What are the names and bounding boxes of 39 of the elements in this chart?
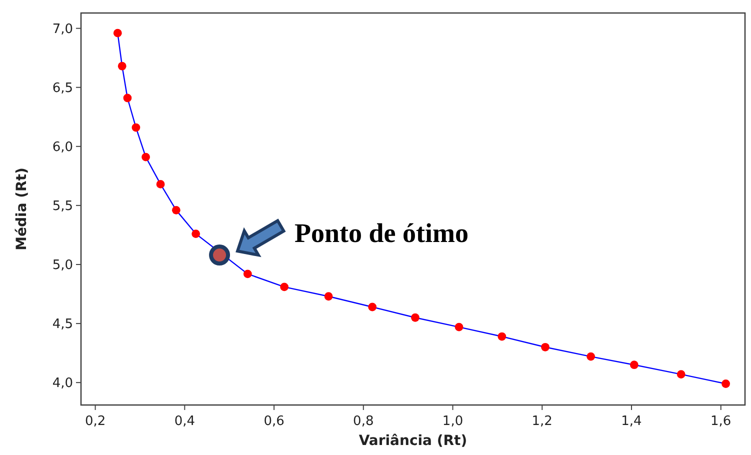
annotation: Ponto de ótimo (294, 218, 469, 248)
point (123, 94, 132, 102)
point (586, 352, 596, 361)
x-tick-label: 0,8 (353, 414, 374, 429)
point (498, 332, 506, 341)
point (156, 180, 165, 188)
y-tick-label: 5,0 (52, 258, 73, 274)
point (324, 292, 333, 301)
y-tick-label: 4,5 (52, 317, 73, 332)
x-tick-label: 0,6 (264, 414, 284, 429)
x-tick-label: 0,4 (174, 414, 196, 429)
x-axis-title: Variância (Rt) (358, 433, 468, 449)
y-tick-label: 4,0 (52, 376, 73, 392)
point (132, 123, 140, 132)
y-tick-label: 5,5 (52, 199, 73, 214)
point (113, 28, 122, 38)
x-tick-label: 1,0 (442, 414, 464, 429)
y-axis-title: Média (Rt) (14, 168, 30, 250)
point (280, 282, 289, 292)
point (368, 302, 377, 312)
x-tick-label: 0,2 (84, 414, 106, 429)
point (454, 322, 464, 332)
x-tick-label: 1,2 (532, 414, 552, 429)
y-tick-label: 6,0 (52, 140, 73, 155)
x-tick-label: 1,6 (710, 414, 732, 429)
point (541, 342, 550, 352)
point (676, 370, 686, 378)
point (243, 270, 252, 278)
point (411, 313, 420, 322)
point (142, 152, 150, 162)
point (192, 230, 200, 238)
y-tick-label: 6,5 (52, 80, 73, 96)
point (722, 380, 730, 388)
y-tick-label: 7,0 (52, 22, 73, 37)
point (118, 62, 126, 70)
point (630, 360, 638, 370)
x-tick-label: 1,4 (621, 414, 642, 429)
point (172, 206, 180, 214)
point (209, 244, 230, 266)
